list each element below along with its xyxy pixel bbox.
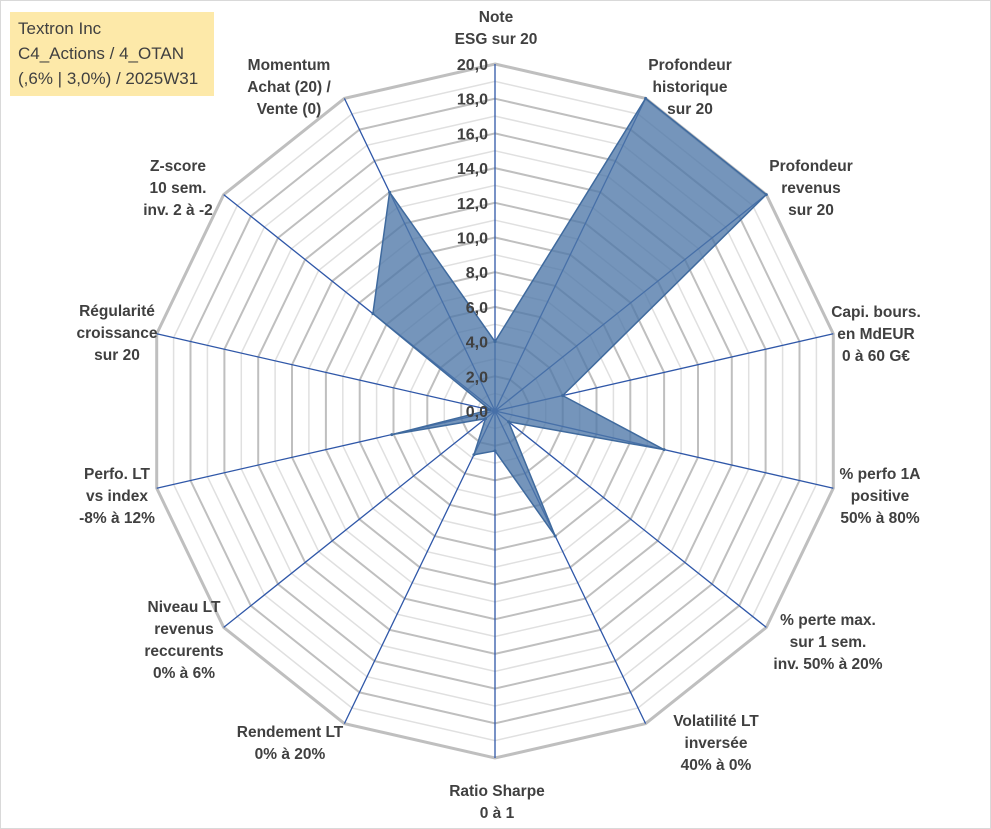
- radar-tick-label: 10,0: [457, 231, 488, 248]
- radar-spoke: [494, 410, 767, 628]
- radar-axis-label-line: 10 sem.: [150, 180, 207, 197]
- radar-axis-label-line: inversée: [685, 735, 748, 752]
- radar-data-point: [764, 193, 768, 197]
- radar-axis-label: % perte max. sur 1 sem. inv. 50% à 20%: [773, 612, 882, 673]
- radar-axis-label-line: reccurents: [144, 643, 223, 660]
- radar-axis-label-line: vs index: [86, 488, 148, 505]
- radar-data-point: [493, 449, 497, 453]
- radar-axis-label-line: Ratio Sharpe: [449, 783, 545, 800]
- radar-tick-label: 14,0: [457, 161, 488, 178]
- info-company: Textron Inc: [18, 19, 102, 38]
- radar-axis-label: Note ESG sur 20: [455, 9, 538, 48]
- radar-data-point: [561, 394, 565, 398]
- radar-axis-label-line: Momentum: [248, 57, 331, 74]
- radar-axis-label: Régularité croissance sur 20: [77, 303, 158, 364]
- radar-axis-label-line: ESG sur 20: [455, 31, 538, 48]
- radar-axis-label-line: historique: [653, 79, 728, 96]
- radar-tick-label: 16,0: [457, 126, 488, 143]
- radar-data-point: [488, 408, 492, 412]
- radar-axis-label: % perfo 1A positive 50% à 80%: [840, 466, 921, 527]
- radar-axis-label-line: 0 à 1: [480, 805, 515, 822]
- radar-axis-label: Volatilité LT inversée 40% à 0%: [673, 713, 759, 774]
- radar-data-point: [371, 312, 375, 316]
- info-box: Textron Inc C4_Actions / 4_OTAN (,6% | 3…: [10, 12, 214, 96]
- radar-axis-label-line: 50% à 80%: [840, 510, 919, 527]
- radar-spoke: [343, 410, 496, 724]
- radar-axis-label: Rendement LT 0% à 20%: [237, 724, 344, 763]
- radar-axis-label-line: Capi. bours.: [831, 304, 921, 321]
- radar-data-point: [644, 96, 648, 100]
- radar-axis-label-line: -8% à 12%: [79, 510, 155, 527]
- radar-data-point: [553, 534, 557, 538]
- radar-axis-label: Momentum Achat (20) / Vente (0): [247, 57, 331, 118]
- radar-data-point: [662, 448, 666, 452]
- radar-axis-label-line: Z-score: [150, 158, 206, 175]
- radar-axis-labels: Note ESG sur 20 Profondeur historique sur 20…: [77, 9, 921, 822]
- radar-axis-label-line: inv. 2 à -2: [143, 202, 213, 219]
- radar-data-point: [472, 453, 476, 457]
- radar-axis-label-line: 40% à 0%: [681, 757, 752, 774]
- radar-axis-label: Z-score 10 sem. inv. 2 à -2: [143, 158, 213, 219]
- radar-data-point: [388, 190, 392, 194]
- radar-axis-label-line: Rendement LT: [237, 724, 344, 741]
- radar-spoke: [223, 410, 496, 628]
- radar-axis-label-line: 0% à 6%: [153, 665, 215, 682]
- radar-data-point: [507, 420, 511, 424]
- radar-axis-label-line: Perfo. LT: [84, 466, 151, 483]
- radar-axis-label-line: Achat (20) /: [247, 79, 331, 96]
- radar-axis-label-line: revenus: [154, 621, 213, 638]
- radar-spoke: [156, 333, 496, 412]
- radar-tick-label: 2,0: [466, 369, 488, 386]
- radar-axis-label-line: positive: [851, 488, 910, 505]
- radar-axis-label-line: croissance: [77, 325, 158, 342]
- radar-tick-label: 8,0: [466, 265, 488, 282]
- radar-axis-label-line: sur 20: [94, 347, 140, 364]
- radar-axis-label-line: % perfo 1A: [840, 466, 921, 483]
- info-period: (,6% | 3,0%) / 2025W31: [18, 69, 199, 88]
- radar-axis-label-line: % perte max.: [780, 612, 876, 629]
- radar-axis-label: Profondeur historique sur 20: [648, 57, 732, 118]
- radar-tick-label: 18,0: [457, 92, 488, 109]
- radar-tick-label: 4,0: [466, 335, 488, 352]
- radar-axis-label-line: sur 20: [788, 202, 834, 219]
- radar-axis-label-line: en MdEUR: [837, 326, 915, 343]
- radar-axis-label: Ratio Sharpe 0 à 1: [449, 783, 545, 822]
- radar-axis-label-line: inv. 50% à 20%: [773, 656, 882, 673]
- radar-axis-label-line: Niveau LT: [148, 599, 221, 616]
- radar-axis-label: Niveau LT revenus reccurents 0% à 6%: [144, 599, 223, 682]
- radar-axis-label-line: sur 20: [667, 101, 713, 118]
- radar-axis-label-line: 0 à 60 G€: [842, 348, 910, 365]
- radar-data-point: [390, 433, 394, 437]
- radar-axis-label: Profondeur revenus sur 20: [769, 158, 853, 219]
- radar-data-point: [484, 417, 487, 421]
- radar-axis-label-line: Profondeur: [648, 57, 732, 74]
- radar-data-point: [493, 340, 497, 344]
- radar-tick-labels: 0,0 2,0 4,0 6,0 8,0 10,0 12,0 14,0 16,0 18,0 20,0: [457, 57, 488, 421]
- radar-axis-label-line: revenus: [781, 180, 840, 197]
- radar-axis-label-line: Régularité: [79, 303, 155, 320]
- radar-axis-label-line: Profondeur: [769, 158, 853, 175]
- radar-axis-label-line: Note: [479, 9, 514, 26]
- radar-axis-label-line: sur 1 sem.: [790, 634, 867, 651]
- radar-tick-label: 12,0: [457, 196, 488, 213]
- radar-tick-label: 20,0: [457, 57, 488, 74]
- radar-tick-label: 0,0: [466, 404, 488, 421]
- radar-series: [371, 96, 768, 538]
- radar-axis-label-line: Vente (0): [257, 101, 322, 118]
- radar-axis-label: Perfo. LT vs index -8% à 12%: [79, 466, 155, 527]
- radar-axis-label: Capi. bours. en MdEUR 0 à 60 G€: [831, 304, 921, 365]
- radar-axis-label-line: 0% à 20%: [255, 746, 326, 763]
- radar-axis-label-line: Volatilité LT: [673, 713, 759, 730]
- info-category: C4_Actions / 4_OTAN: [18, 44, 184, 63]
- radar-tick-label: 6,0: [466, 300, 488, 317]
